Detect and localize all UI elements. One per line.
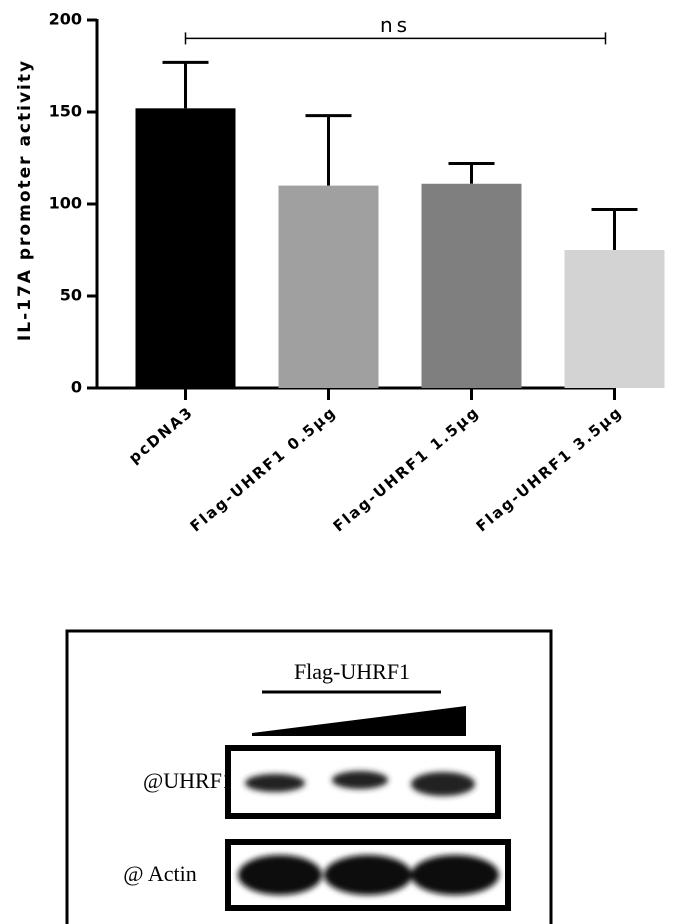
dose-wedge xyxy=(252,706,466,736)
blot-row-label: @UHRF1 xyxy=(143,768,233,793)
bar xyxy=(421,183,522,388)
significance-label: ns xyxy=(380,13,411,37)
blot-title: Flag-UHRF1 xyxy=(294,659,410,684)
y-axis-label: IL-17A promoter activity xyxy=(15,59,35,341)
blot-frame xyxy=(65,629,553,924)
x-tick-label: Flag-UHRF1 0.5μg xyxy=(187,403,340,536)
x-tick-label: pcDNA3 xyxy=(125,403,197,467)
y-tick-label: 150 xyxy=(49,102,82,121)
x-tick-label: Flag-UHRF1 3.5μg xyxy=(473,403,626,536)
blot-panel: Flag-UHRF1 @UHRF1 @ Actin xyxy=(65,629,553,924)
bar xyxy=(278,185,379,388)
y-tick-label: 100 xyxy=(49,194,82,213)
bar xyxy=(135,108,236,388)
y-tick-label: 0 xyxy=(71,378,82,397)
blot-bands xyxy=(245,771,475,796)
blot-bands xyxy=(238,855,499,895)
blot-row-label: @ Actin xyxy=(123,861,196,886)
bar xyxy=(564,250,665,388)
y-tick-label: 200 xyxy=(49,10,82,29)
x-tick-label: Flag-UHRF1 1.5μg xyxy=(330,403,483,536)
y-tick-label: 50 xyxy=(60,286,82,305)
